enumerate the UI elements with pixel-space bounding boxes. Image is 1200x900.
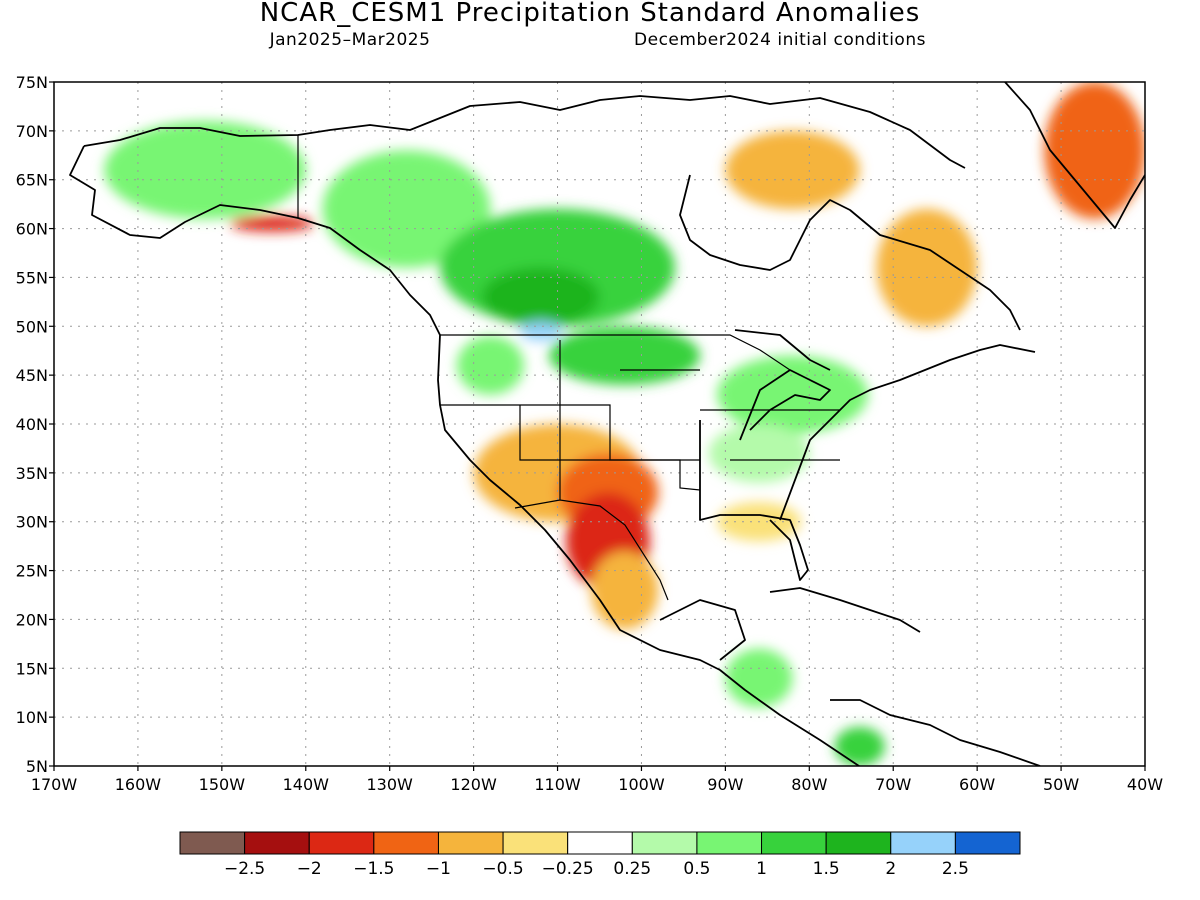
- colorbar-swatch: [890, 831, 956, 855]
- colorbar-swatch: [437, 831, 504, 855]
- anomaly-shading-layer: [104, 82, 1145, 766]
- colorbar-swatch: [244, 831, 310, 855]
- lat-tick-label: 20N: [16, 610, 48, 629]
- colorbar-label: 0.25: [613, 859, 651, 879]
- lat-tick-label: 35N: [16, 464, 48, 483]
- period-label: Jan2025–Mar2025: [269, 30, 431, 50]
- coastlines: [69, 82, 1145, 766]
- colorbar-swatch: [954, 831, 1021, 855]
- colorbar-label: 2: [885, 859, 896, 879]
- colorbar-label: −0.25: [542, 859, 594, 879]
- lon-tick-label: 130W: [367, 775, 414, 794]
- colorbar-swatch: [825, 831, 892, 855]
- anomaly-region-alaska-coast-dry: [230, 215, 315, 232]
- lon-tick-label: 50W: [1043, 775, 1079, 794]
- lon-tick-label: 160W: [115, 775, 162, 794]
- lon-tick-label: 80W: [791, 775, 827, 794]
- anomaly-region-greenland-dry: [1044, 82, 1145, 219]
- colorbar-label: −2.5: [224, 859, 265, 879]
- lon-tick-label: 40W: [1127, 775, 1163, 794]
- colorbar-label: 0.5: [683, 859, 710, 879]
- colorbar-label: 1: [756, 859, 767, 879]
- lon-tick-label: 150W: [199, 775, 246, 794]
- anomaly-region-pacific-nw-wet: [456, 336, 524, 395]
- lon-tick-label: 100W: [618, 775, 665, 794]
- colorbar-swatch: [696, 831, 763, 855]
- lon-tick-label: 60W: [959, 775, 995, 794]
- colorbar: −2.5 −2 −1.5 −1 −0.5 −0.25 0.25 0.5 1 1.5 2 2.5: [179, 831, 1021, 879]
- lat-tick-label: 30N: [16, 513, 48, 532]
- anomaly-region-prairie-core-wet: [482, 267, 600, 327]
- lon-tick-label: 90W: [707, 775, 743, 794]
- lat-tick-label: 5N: [26, 757, 48, 776]
- anomaly-region-lake-wet-blue: [519, 321, 562, 341]
- lat-tick-label: 15N: [16, 659, 48, 678]
- colorbar-label: 2.5: [942, 859, 969, 879]
- lon-tick-label: 110W: [534, 775, 581, 794]
- colorbar-swatch: [631, 831, 698, 855]
- anomaly-region-quebec-dry: [876, 209, 978, 327]
- lat-tick-label: 70N: [16, 122, 48, 141]
- anomaly-region-ohio-valley-wet: [708, 424, 810, 483]
- lon-tick-label: 140W: [283, 775, 330, 794]
- lat-tick-label: 25N: [16, 562, 48, 581]
- lon-tick-label: 70W: [875, 775, 911, 794]
- lat-tick-label: 65N: [16, 171, 48, 190]
- anomaly-region-mexico-dry: [591, 551, 659, 630]
- colorbar-swatch: [308, 831, 375, 855]
- anomaly-region-alaska-wet: [104, 121, 306, 219]
- graticule: [54, 82, 1145, 766]
- anomaly-region-colombia-wet: [834, 726, 885, 766]
- anomaly-region-central-america-wet: [725, 648, 793, 708]
- anomaly-region-yukon-wet: [322, 150, 491, 268]
- colorbar-label: −0.5: [482, 859, 523, 879]
- lat-tick-label: 75N: [16, 73, 48, 92]
- lon-tick-label: 120W: [450, 775, 497, 794]
- colorbar-label: 1.5: [813, 859, 840, 879]
- colorbar-swatch: [179, 831, 246, 855]
- colorbar-swatch: [373, 831, 439, 855]
- lat-tick-label: 50N: [16, 317, 48, 336]
- lat-tick-label: 10N: [16, 708, 48, 727]
- colorbar-swatch: [761, 831, 827, 855]
- lat-tick-label: 60N: [16, 220, 48, 239]
- colorbar-label: −1.5: [353, 859, 394, 879]
- colorbar-swatch: [567, 831, 633, 855]
- colorbar-swatch: [502, 831, 569, 855]
- map-title: NCAR_CESM1 Precipitation Standard Anomal…: [260, 0, 921, 28]
- political-borders: [297, 135, 840, 601]
- lat-tick-label: 40N: [16, 415, 48, 434]
- anomaly-region-great-lakes-wet: [716, 355, 869, 434]
- init-conditions-label: December2024 initial conditions: [634, 30, 926, 50]
- lon-tick-label: 170W: [31, 775, 78, 794]
- latitude-axis: 5N 10N 15N 20N 25N 30N 35N 40N 45N 50N 55N 60N 65N 70…: [16, 73, 54, 776]
- colorbar-label: −1: [426, 859, 451, 879]
- anomaly-region-baffin-dry: [725, 130, 860, 210]
- colorbar-label: −2: [297, 859, 322, 879]
- lat-tick-label: 55N: [16, 268, 48, 287]
- lat-tick-label: 45N: [16, 366, 48, 385]
- longitude-axis: 170W 160W 150W 140W 130W 120W 110W 100W 90W 80W 70…: [31, 766, 1163, 794]
